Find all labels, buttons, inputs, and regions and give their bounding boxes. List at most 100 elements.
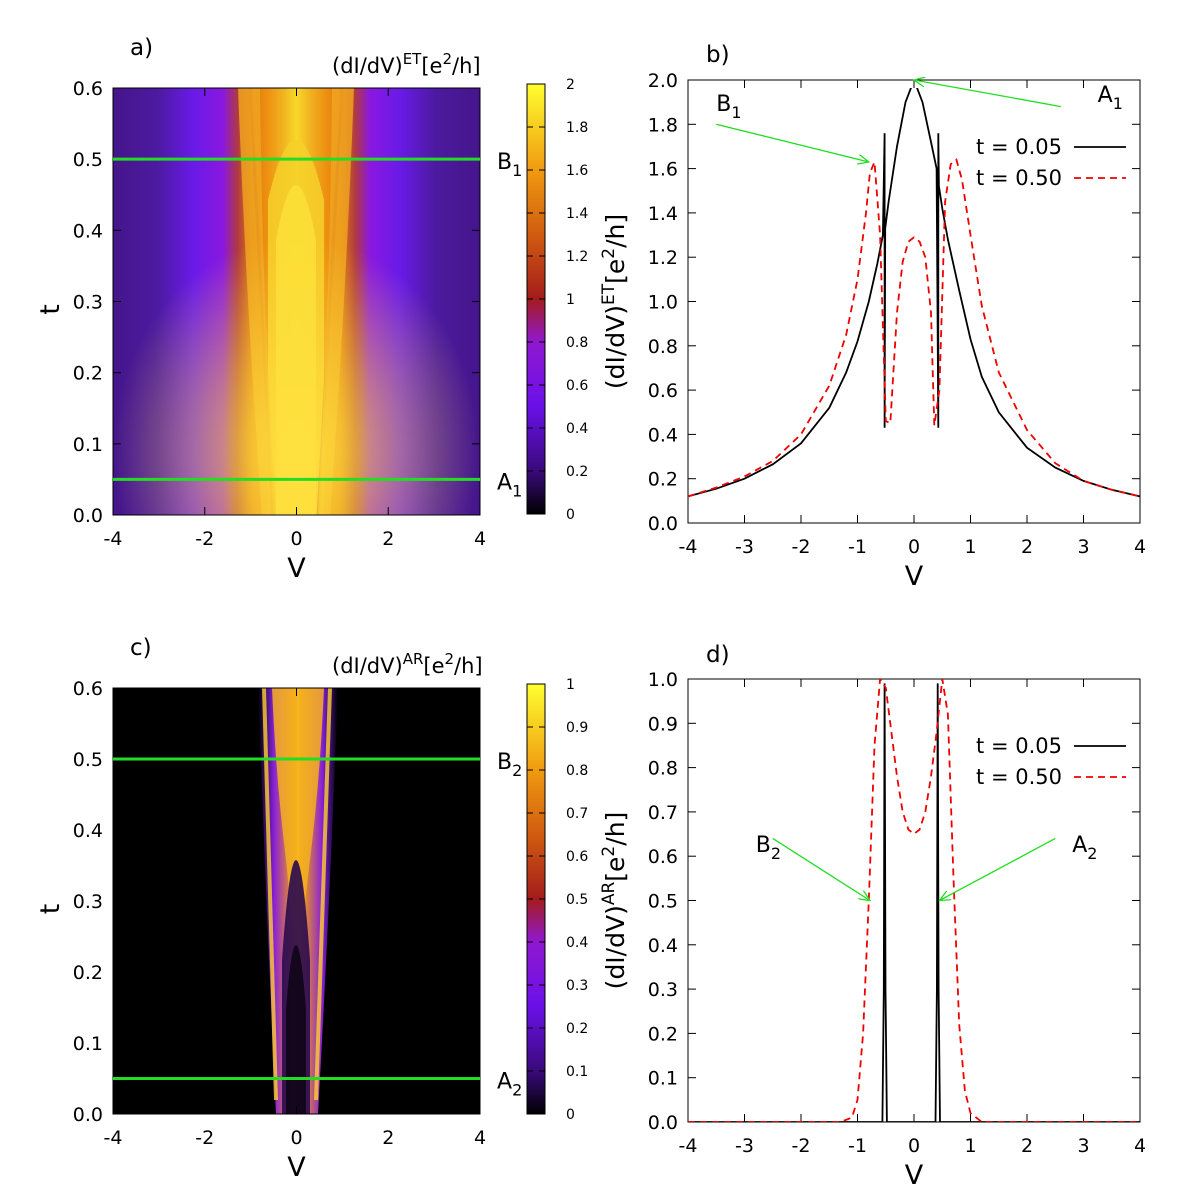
colorbar-tick-label: 1.2: [566, 249, 588, 265]
guide-lines-a: A1 B1: [113, 150, 522, 500]
y-tick-label: 0.7: [648, 802, 678, 824]
x-tick-label: -3: [735, 536, 754, 558]
annotation-arrow: [914, 80, 1062, 108]
colorbar-tick-label: 0.4: [566, 935, 588, 951]
colorbar-tick-label: 0.9: [566, 720, 588, 736]
panel-b: b) -4 -3 -2 -1 0 1 2 3 4 0.0 0.2 0.4 0.6 0.8 1.0 1.2 1.4…: [599, 42, 1146, 592]
y-tick-label: 0.5: [73, 749, 103, 771]
panel-a: a) (dI/dV)ET[e2/h] -4 -2 0 2 4 0.0 0.1 0.2 0.3 0.…: [35, 35, 588, 584]
series-line: [688, 88, 1140, 498]
y-axis-label: t: [35, 304, 66, 315]
guide-line-label: A2: [497, 1070, 522, 1100]
y-tick-label: 1.4: [648, 203, 678, 225]
panel-label-b: b): [706, 42, 730, 68]
x-tick-label: -2: [195, 1127, 214, 1149]
x-axis-label: V: [905, 1160, 924, 1191]
guide-line-label: B2: [497, 750, 522, 780]
x-tick-label: 2: [1021, 536, 1033, 558]
y-tick-label: 0.6: [73, 678, 103, 700]
legend-label: t = 0.05: [976, 734, 1062, 758]
colorbar-tick-label: 0.3: [566, 978, 588, 994]
x-tick-label: -4: [679, 536, 698, 558]
annotations-d: A2 B2: [756, 833, 1097, 901]
colorbar-tick-label: 1.8: [566, 120, 588, 136]
y-tick-label: 0.6: [648, 380, 678, 402]
x-tick-label: 3: [1077, 1135, 1089, 1157]
x-tick-label: 0: [290, 1127, 302, 1149]
x-tick-label: -4: [104, 1127, 123, 1149]
panel-c: c) (dI/dV)AR[e2/h] -4 -2 0 2 4 0.0 0.1 0.2 0.3 0.…: [35, 635, 588, 1183]
colorbar-ticks-c: 0 0.1 0.2 0.3 0.4 0.5 0.6 0.7 0.8 0.9 1: [527, 677, 588, 1123]
y-tick-label: 0.3: [648, 979, 678, 1001]
y-tick-label: 0.0: [73, 1104, 103, 1126]
x-tick-label: -1: [848, 1135, 867, 1157]
x-tick-label: -2: [792, 1135, 811, 1157]
annotation-arrow: [716, 123, 869, 162]
y-tick-label: 0.6: [73, 78, 103, 100]
y-tick-label: 0.1: [73, 1033, 103, 1055]
legend-label: t = 0.50: [976, 166, 1062, 190]
y-tick-label: 1.0: [648, 669, 678, 691]
colorbar-tick-label: 0.1: [566, 1064, 588, 1080]
series-line: [688, 158, 1140, 498]
y-tick-label: 1.8: [648, 114, 678, 136]
x-axis-label: V: [905, 561, 924, 592]
x-tick-label: 2: [382, 528, 394, 550]
annotation-arrow: [772, 837, 870, 900]
colorbar-tick-label: 1: [566, 677, 575, 693]
y-tick-label: 0.2: [73, 962, 103, 984]
guide-line-label: B1: [497, 150, 522, 180]
y-axis-label: t: [35, 904, 66, 915]
guide-line-label: A1: [497, 470, 522, 500]
x-tick-label: 4: [1134, 536, 1146, 558]
colorbar-tick-label: 0.4: [566, 421, 588, 437]
colorbar-tick-label: 0: [566, 1107, 575, 1123]
series-d: [688, 679, 1140, 1122]
colorbar-tick-label: 0.5: [566, 892, 588, 908]
colorbar-tick-label: 0.8: [566, 335, 588, 351]
colorbar-tick-label: 1: [566, 292, 575, 308]
legend-label: t = 0.50: [976, 765, 1062, 789]
y-tick-label: 0.1: [73, 434, 103, 456]
legend-label: t = 0.05: [976, 135, 1062, 159]
axes-a: -4 -2 0 2 4 0.0 0.1 0.2 0.3 0.4 0.5 0.6 Vt: [35, 78, 486, 584]
annotation-label: A1: [1098, 83, 1123, 113]
heatmap-title-a: (dI/dV)ET[e2/h]: [332, 50, 481, 78]
y-tick-label: 0.2: [648, 469, 678, 491]
annotation-label: B2: [756, 833, 781, 863]
y-tick-label: 0.1: [648, 1068, 678, 1090]
y-tick-label: 0.3: [73, 292, 103, 314]
y-tick-label: 1.2: [648, 247, 678, 269]
panel-label-c: c): [130, 635, 152, 661]
colorbar-tick-label: 0.2: [566, 464, 588, 480]
x-tick-label: -2: [195, 528, 214, 550]
x-tick-label: 1: [964, 1135, 976, 1157]
legend-d: t = 0.05 t = 0.50: [976, 734, 1126, 789]
annotations-b: A1 B1: [716, 80, 1123, 162]
x-tick-label: 4: [1134, 1135, 1146, 1157]
x-tick-label: -3: [735, 1135, 754, 1157]
guide-lines-c: A2 B2: [113, 750, 522, 1100]
colorbar-tick-label: 0.2: [566, 1021, 588, 1037]
y-tick-label: 0.8: [648, 336, 678, 358]
panel-label-d: d): [706, 642, 730, 668]
y-tick-label: 0.8: [648, 758, 678, 780]
x-tick-label: 4: [474, 1127, 486, 1149]
y-tick-label: 1.6: [648, 159, 678, 181]
y-tick-label: 0.3: [73, 891, 103, 913]
x-tick-label: -4: [679, 1135, 698, 1157]
x-tick-label: 2: [1021, 1135, 1033, 1157]
y-tick-label: 0.6: [648, 846, 678, 868]
heatmap-image-a: [113, 88, 480, 515]
y-tick-label: 1.0: [648, 292, 678, 314]
y-axis-label: (dI/dV)ET[e2/h]: [599, 214, 630, 389]
annotation-arrow: [939, 837, 1056, 900]
x-tick-label: 4: [474, 528, 486, 550]
colorbar-tick-label: 0.6: [566, 378, 588, 394]
y-tick-label: 0.0: [648, 513, 678, 535]
x-tick-label: -2: [792, 536, 811, 558]
x-tick-label: 0: [908, 1135, 920, 1157]
x-tick-label: 0: [290, 528, 302, 550]
axes-c: -4 -2 0 2 4 0.0 0.1 0.2 0.3 0.4 0.5 0.6 Vt: [35, 678, 486, 1183]
y-tick-label: 0.4: [648, 935, 678, 957]
